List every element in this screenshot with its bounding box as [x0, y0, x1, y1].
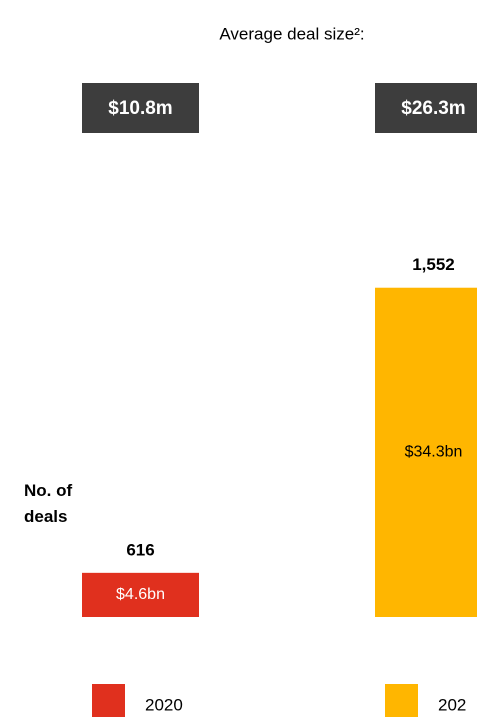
avg-deal-label: $26.3m — [401, 98, 465, 119]
legend-label: 2020 — [145, 695, 183, 714]
deal-count-label: 1,552 — [412, 255, 455, 274]
bar-value-label: $4.6bn — [116, 586, 165, 603]
chart-title: Average deal size²: — [219, 24, 364, 43]
avg-deal-label: $10.8m — [108, 98, 172, 119]
deals-label: No. of deals — [24, 481, 73, 526]
legend-swatch — [385, 684, 418, 717]
avg-deal-box — [375, 83, 477, 133]
bar-value-label: $34.3bn — [405, 444, 463, 461]
deal-count-label: 616 — [126, 540, 154, 559]
legend-swatch — [92, 684, 125, 717]
avg-deal-box — [82, 83, 199, 133]
bar — [375, 287, 477, 617]
bar — [82, 572, 199, 617]
legend-label: 202 — [438, 695, 466, 714]
